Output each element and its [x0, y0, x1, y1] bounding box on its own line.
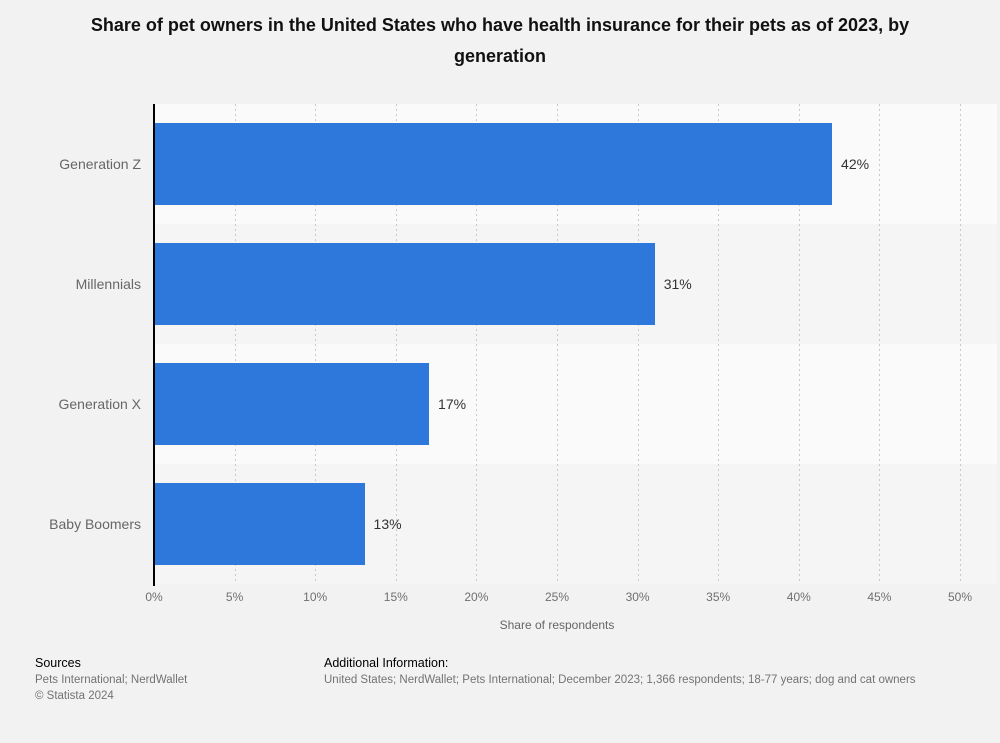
x-tick-label: 5% [225, 590, 244, 604]
gridline [395, 104, 397, 584]
gridline [234, 104, 236, 584]
gridline [476, 104, 478, 584]
y-axis-line [153, 104, 155, 586]
category-label: Generation Z [59, 156, 141, 172]
category-label: Generation X [58, 396, 142, 412]
x-tick-label: 25% [544, 590, 570, 604]
bar-generation-x [155, 363, 430, 445]
additional-info-line: United States; NerdWallet; Pets Internat… [324, 674, 916, 686]
x-tick-label: 45% [867, 590, 892, 604]
bar-generation-z [155, 123, 833, 205]
x-tick-label: 50% [947, 590, 973, 604]
value-label: 31% [663, 276, 692, 292]
value-label: 13% [373, 516, 402, 532]
x-tick-label: 40% [786, 590, 811, 604]
sources-block: Sources Pets International; NerdWallet ©… [35, 656, 295, 704]
x-tick-label: 0% [145, 590, 163, 604]
x-tick-label: 15% [383, 590, 408, 604]
gridline [637, 104, 639, 584]
additional-info-heading: Additional Information: [324, 656, 449, 670]
gridline [557, 104, 558, 584]
category-label: Millennials [75, 276, 141, 292]
x-tick-label: 30% [625, 590, 650, 604]
bar-baby-boomers [155, 483, 365, 565]
sources-heading: Sources [35, 656, 81, 670]
value-label: 42% [841, 156, 870, 172]
gridline [879, 104, 881, 584]
category-label: Baby Boomers [49, 516, 141, 532]
gridline [798, 104, 800, 584]
copyright-line: © Statista 2024 [35, 689, 114, 702]
x-tick-label: 35% [706, 590, 731, 604]
x-tick-label: 10% [303, 590, 328, 604]
sources-line: Pets International; NerdWallet [35, 674, 188, 686]
additional-info-block: Additional Information: United States; N… [324, 656, 984, 689]
gridline [718, 104, 720, 584]
gridline [315, 104, 317, 584]
value-label: 17% [438, 396, 467, 412]
gridline [960, 104, 961, 584]
x-axis-title: Share of respondents [499, 618, 615, 632]
chart-title: Share of pet owners in the United States… [90, 15, 910, 66]
x-tick-label: 20% [464, 590, 489, 604]
bar-millennials [155, 243, 655, 325]
